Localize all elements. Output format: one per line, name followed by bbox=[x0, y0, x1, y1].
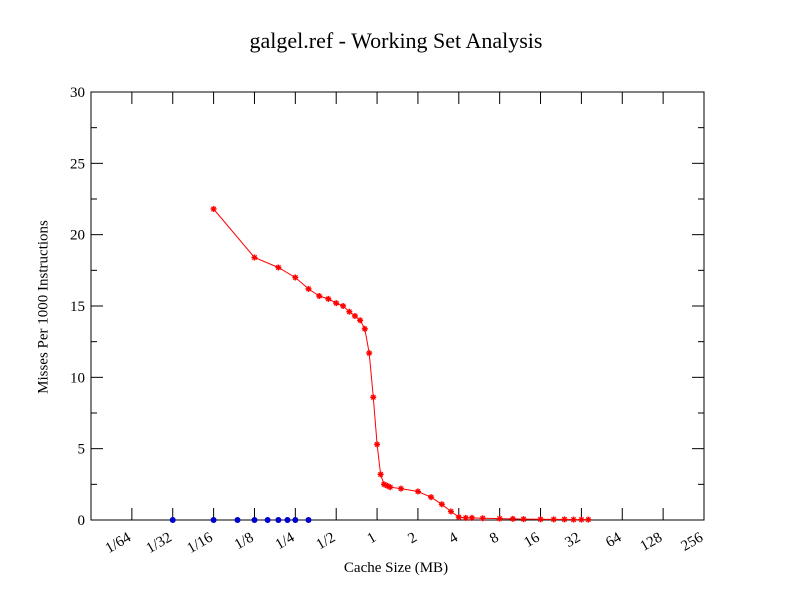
y-tick-label: 25 bbox=[70, 156, 85, 172]
data-point bbox=[438, 501, 445, 508]
data-point bbox=[351, 312, 358, 319]
data-point bbox=[357, 317, 364, 324]
data-point bbox=[455, 514, 462, 521]
chart-title: galgel.ref - Working Set Analysis bbox=[249, 28, 543, 53]
x-axis-label: Cache Size (MB) bbox=[343, 560, 449, 576]
data-point bbox=[251, 254, 258, 261]
data-point bbox=[234, 517, 241, 523]
x-tick-label: 1/2 bbox=[314, 530, 339, 553]
data-point bbox=[366, 350, 373, 357]
data-point bbox=[578, 516, 585, 523]
plot-frame bbox=[90, 91, 705, 521]
data-point bbox=[428, 494, 435, 501]
data-point bbox=[275, 264, 282, 271]
series-line-0 bbox=[213, 208, 589, 521]
data-point bbox=[264, 517, 271, 523]
data-point bbox=[251, 517, 258, 523]
x-tick-label: 2 bbox=[405, 530, 419, 548]
x-tick-label: 128 bbox=[638, 530, 665, 555]
x-tick-label: 1/8 bbox=[232, 530, 257, 553]
data-point bbox=[284, 517, 291, 523]
x-tick-label: 32 bbox=[562, 530, 583, 551]
data-point bbox=[316, 293, 323, 300]
data-point bbox=[169, 517, 176, 523]
data-point bbox=[561, 516, 568, 523]
y-tick-label: 0 bbox=[78, 513, 86, 529]
data-point bbox=[509, 515, 516, 522]
data-point bbox=[292, 517, 299, 523]
y-tick-label: 10 bbox=[70, 370, 85, 386]
data-point bbox=[374, 441, 381, 448]
data-point bbox=[210, 517, 217, 523]
data-point bbox=[550, 516, 557, 523]
x-tick-label: 4 bbox=[446, 529, 461, 547]
data-point bbox=[340, 303, 347, 309]
data-point bbox=[325, 295, 332, 302]
data-point bbox=[462, 514, 469, 521]
y-tick-label: 5 bbox=[78, 442, 86, 458]
data-point bbox=[468, 514, 475, 521]
data-point bbox=[377, 471, 384, 478]
x-tick-label: 8 bbox=[487, 530, 501, 548]
data-point bbox=[397, 485, 404, 492]
data-point bbox=[479, 515, 486, 522]
x-tick-label: 64 bbox=[603, 529, 624, 551]
data-point bbox=[520, 516, 527, 523]
data-point bbox=[585, 516, 592, 523]
data-point bbox=[570, 516, 577, 523]
data-point bbox=[496, 515, 503, 522]
data-point bbox=[346, 308, 353, 315]
data-point bbox=[447, 508, 454, 515]
x-tick-label: 1 bbox=[365, 530, 379, 548]
x-tick-label: 16 bbox=[522, 529, 543, 551]
data-point bbox=[537, 516, 544, 523]
x-tick-label: 1/64 bbox=[103, 529, 135, 556]
data-point bbox=[292, 274, 299, 281]
data-point bbox=[333, 300, 340, 307]
data-point bbox=[275, 517, 282, 523]
data-point bbox=[305, 517, 312, 523]
data-point bbox=[210, 205, 217, 212]
y-tick-label: 20 bbox=[70, 228, 85, 244]
x-tick-label: 1/16 bbox=[185, 529, 217, 556]
y-tick-label: 15 bbox=[70, 299, 85, 315]
data-point bbox=[370, 394, 377, 401]
series-group bbox=[169, 205, 592, 523]
data-point bbox=[361, 325, 368, 332]
data-point bbox=[414, 488, 421, 495]
data-point bbox=[305, 285, 312, 292]
y-tick-label: 30 bbox=[70, 85, 85, 101]
x-tick-label: 1/4 bbox=[273, 529, 298, 553]
x-tick-label: 256 bbox=[679, 529, 707, 554]
data-point bbox=[387, 484, 394, 491]
x-tick-label: 1/32 bbox=[144, 530, 175, 557]
